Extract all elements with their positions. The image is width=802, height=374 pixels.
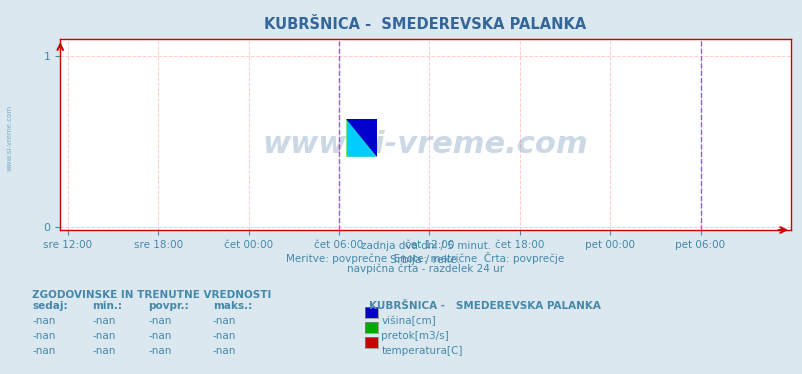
Polygon shape bbox=[346, 119, 376, 157]
Text: -nan: -nan bbox=[92, 346, 115, 356]
Text: -nan: -nan bbox=[148, 331, 172, 341]
Text: -nan: -nan bbox=[148, 316, 172, 326]
Bar bbox=[346, 119, 376, 157]
Text: -nan: -nan bbox=[148, 346, 172, 356]
Text: min.:: min.: bbox=[92, 301, 122, 311]
Text: -nan: -nan bbox=[92, 316, 115, 326]
Text: KUBRŠNICA -  SMEDEREVSKA PALANKA: KUBRŠNICA - SMEDEREVSKA PALANKA bbox=[264, 17, 586, 32]
X-axis label: Srbija / reke.: Srbija / reke. bbox=[390, 255, 460, 265]
Text: -nan: -nan bbox=[213, 331, 236, 341]
Text: ZGODOVINSKE IN TRENUTNE VREDNOSTI: ZGODOVINSKE IN TRENUTNE VREDNOSTI bbox=[32, 290, 271, 300]
Text: -nan: -nan bbox=[213, 346, 236, 356]
Text: www.si-vreme.com: www.si-vreme.com bbox=[6, 105, 13, 171]
Text: -nan: -nan bbox=[32, 346, 55, 356]
Polygon shape bbox=[346, 119, 376, 157]
Text: višina[cm]: višina[cm] bbox=[381, 316, 435, 327]
Text: povpr.:: povpr.: bbox=[148, 301, 189, 311]
Text: -nan: -nan bbox=[213, 316, 236, 326]
Text: temperatura[C]: temperatura[C] bbox=[381, 346, 462, 356]
Text: -nan: -nan bbox=[92, 331, 115, 341]
Text: www.si-vreme.com: www.si-vreme.com bbox=[262, 130, 588, 159]
Text: pretok[m3/s]: pretok[m3/s] bbox=[381, 331, 448, 341]
Text: maks.:: maks.: bbox=[213, 301, 252, 311]
Text: KUBRŠNICA -   SMEDEREVSKA PALANKA: KUBRŠNICA - SMEDEREVSKA PALANKA bbox=[369, 301, 601, 311]
Text: -nan: -nan bbox=[32, 316, 55, 326]
Text: -nan: -nan bbox=[32, 331, 55, 341]
Text: navpična črta - razdelek 24 ur: navpična črta - razdelek 24 ur bbox=[346, 264, 504, 274]
Text: zadnja dva dni / 5 minut.: zadnja dva dni / 5 minut. bbox=[360, 241, 490, 251]
Text: sedaj:: sedaj: bbox=[32, 301, 67, 311]
Text: Meritve: povprečne  Enote: metrične  Črta: povprečje: Meritve: povprečne Enote: metrične Črta:… bbox=[286, 252, 564, 264]
